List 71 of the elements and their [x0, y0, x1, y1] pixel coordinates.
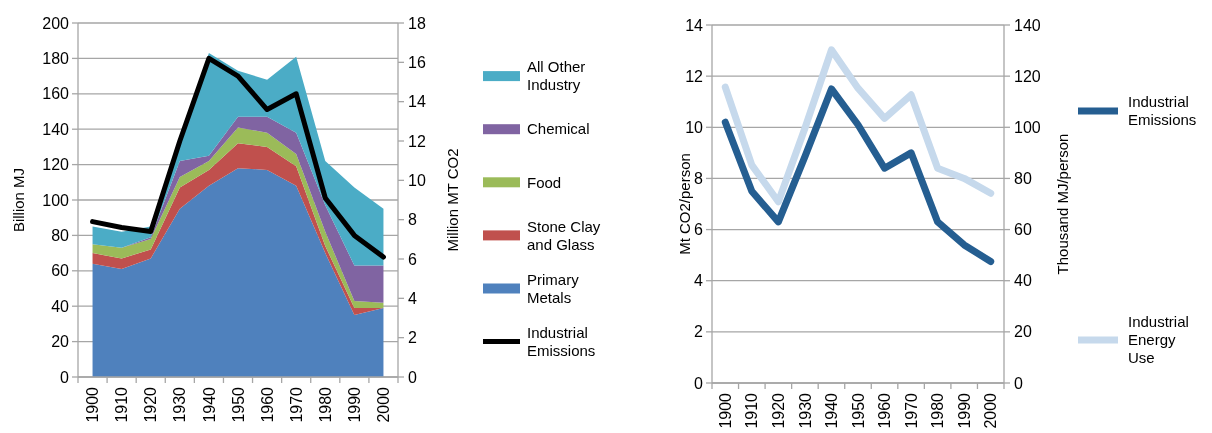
y2-tick-label: 8: [408, 211, 417, 229]
legend-label: Industrial Emissions: [527, 323, 596, 359]
y2-tick-label: 14: [408, 93, 426, 111]
y-tick-label: 12: [685, 67, 704, 85]
y2-tick-label: 4: [408, 289, 417, 307]
y2-tick-label: 120: [1014, 67, 1041, 85]
y-tick-label: 2: [694, 323, 704, 341]
x-tick-label: 1920: [769, 392, 787, 429]
y-tick-label: 4: [694, 272, 704, 290]
legend-label: Food: [527, 173, 562, 191]
x-tick-label: 1930: [171, 386, 189, 423]
x-tick-label: 1920: [142, 386, 160, 423]
x-tick-label: 1900: [84, 386, 102, 423]
x-tick-label: 1950: [229, 386, 247, 423]
x-tick-label: 1960: [258, 386, 276, 423]
y-axis-title: Mt CO2/person: [676, 153, 693, 255]
y-tick-label: 160: [42, 85, 70, 103]
x-tick-label: 1940: [823, 392, 841, 429]
x-tick-label: 1980: [929, 392, 947, 429]
y2-tick-label: 18: [408, 14, 426, 32]
x-tick-label: 1930: [796, 392, 814, 429]
y-tick-label: 40: [51, 297, 70, 315]
y-tick-label: 10: [685, 118, 704, 136]
legend-label: Primary Metals: [527, 270, 580, 306]
y-tick-label: 6: [694, 221, 704, 239]
legend-label: Industrial Emissions: [1128, 93, 1197, 129]
y2-tick-label: 20: [1014, 323, 1032, 341]
y2-tick-label: 2: [408, 329, 417, 347]
y2-tick-label: 40: [1014, 272, 1032, 290]
y-tick-label: 0: [60, 368, 70, 386]
y2-axis-title: Million MT CO2: [444, 148, 461, 252]
x-tick-label: 1970: [287, 386, 305, 423]
y2-tick-label: 100: [1014, 118, 1041, 136]
y-tick-label: 80: [51, 227, 70, 244]
x-tick-label: 1990: [345, 386, 363, 423]
y-tick-label: 0: [694, 374, 704, 392]
y2-axis-title: Thousand MJ/person: [1054, 133, 1071, 275]
y2-tick-label: 12: [408, 132, 426, 150]
y2-tick-label: 6: [408, 250, 417, 268]
x-tick-label: 1950: [849, 392, 867, 429]
x-tick-label: 1910: [113, 386, 131, 423]
y-tick-label: 200: [42, 14, 70, 32]
y2-tick-label: 16: [408, 53, 426, 71]
y2-tick-label: 140: [1014, 16, 1041, 34]
y-tick-label: 140: [42, 120, 70, 138]
x-tick-label: 1900: [716, 392, 734, 429]
x-tick-label: 2000: [982, 392, 1000, 429]
y2-tick-label: 80: [1014, 170, 1032, 188]
y-tick-label: 100: [42, 191, 70, 209]
x-tick-label: 1970: [902, 392, 920, 429]
y2-tick-label: 10: [408, 171, 426, 189]
y2-tick-label: 0: [408, 368, 417, 386]
y-tick-label: 180: [42, 50, 70, 67]
legend-label: Industrial Energy Use: [1128, 313, 1189, 367]
x-tick-label: 1940: [200, 386, 218, 423]
y-tick-label: 14: [685, 16, 704, 34]
x-tick-label: 1990: [955, 392, 973, 429]
y-axis-title: Billion MJ: [10, 167, 27, 233]
legend-label: Stone Clay and Glass: [527, 217, 601, 253]
y-tick-label: 120: [42, 156, 70, 174]
y-tick-label: 60: [51, 262, 70, 280]
x-tick-label: 1960: [876, 392, 894, 429]
legend-label: All Other Industry: [527, 58, 586, 94]
x-tick-label: 1910: [743, 392, 761, 429]
legend-label: Chemical: [527, 120, 590, 138]
y2-tick-label: 60: [1014, 221, 1032, 239]
x-tick-label: 2000: [375, 386, 393, 423]
y-tick-label: 20: [51, 333, 70, 351]
y2-tick-label: 0: [1014, 374, 1023, 392]
x-tick-label: 1980: [316, 386, 334, 423]
y-tick-label: 8: [694, 170, 704, 188]
